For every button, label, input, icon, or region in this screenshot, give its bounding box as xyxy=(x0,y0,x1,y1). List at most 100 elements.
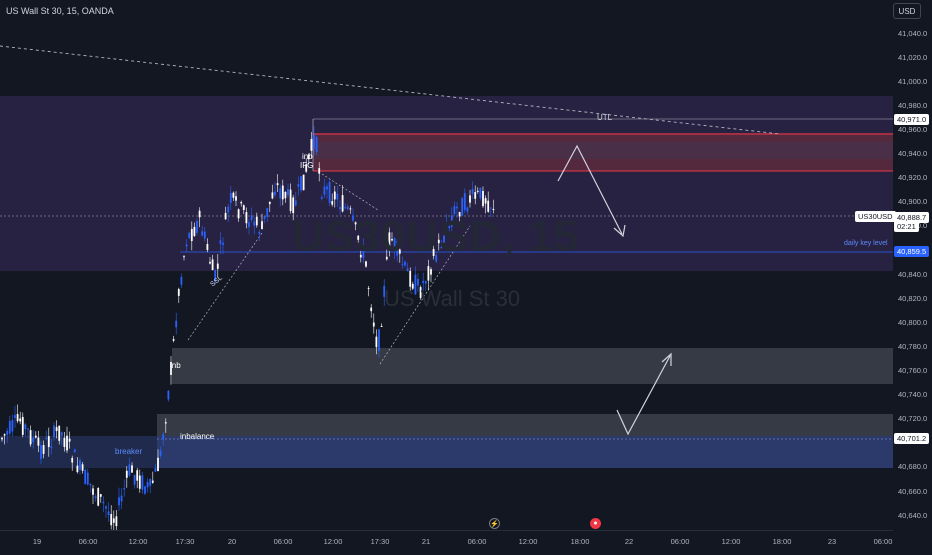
candle-body xyxy=(411,283,414,289)
candle-body xyxy=(92,488,94,495)
candle-body xyxy=(253,221,256,226)
candle-body xyxy=(232,192,235,198)
trendline-1 xyxy=(187,232,263,341)
price-tick-label: 40,680.0 xyxy=(898,462,928,472)
candle-body xyxy=(177,289,180,296)
price-tick-label: 40,960.0 xyxy=(898,125,928,134)
candle-body xyxy=(24,424,27,430)
candle-body xyxy=(175,320,178,328)
candle-body xyxy=(79,460,81,470)
time-tick-label: 23 xyxy=(827,537,837,546)
time-tick-label: 12:00 xyxy=(128,537,148,546)
price-tick-label: 40,820.0 xyxy=(898,293,928,303)
price-tick-label: 40,720.0 xyxy=(898,414,928,424)
price-tick-label: 40,940.0 xyxy=(898,149,928,159)
candle-body xyxy=(341,195,344,212)
candle-body xyxy=(287,188,289,196)
candle-body xyxy=(409,270,412,287)
candle-body xyxy=(89,483,92,486)
candle-body xyxy=(219,240,222,244)
lightning-event-icon[interactable]: ⚡ xyxy=(489,518,500,529)
bearish-arrow-head xyxy=(613,224,626,238)
candle-body xyxy=(45,438,48,440)
time-tick-label: 12:00 xyxy=(323,537,343,546)
inb-label-lower: inb xyxy=(170,361,181,370)
candle-body xyxy=(372,322,375,327)
candle-body xyxy=(151,480,154,483)
candle-body xyxy=(432,248,435,256)
time-tick-label: 18:00 xyxy=(570,537,590,546)
candle-body xyxy=(235,196,237,201)
candle-body xyxy=(362,247,365,259)
candle-body xyxy=(281,185,284,200)
candle-body xyxy=(110,514,113,526)
candle-body xyxy=(216,263,219,269)
time-tick-label: 20 xyxy=(227,537,237,546)
candle-body xyxy=(149,479,152,486)
candle-body xyxy=(476,190,479,192)
candle-body xyxy=(430,269,432,275)
premium-zone xyxy=(0,96,893,271)
candle-body xyxy=(55,427,58,432)
candle-body xyxy=(440,246,443,248)
utl-trendline xyxy=(0,45,781,135)
imbalance-zone xyxy=(157,436,893,468)
candle-body xyxy=(60,432,63,436)
candle-body xyxy=(489,207,492,209)
candle-body xyxy=(367,287,370,289)
candle-body xyxy=(336,193,339,200)
price-tick-label: 40,920.0 xyxy=(898,173,928,183)
candle-body xyxy=(237,209,240,219)
candle-body xyxy=(370,307,373,312)
candle-body xyxy=(131,465,133,473)
time-axis[interactable] xyxy=(0,530,893,551)
price-tag: 02:21 xyxy=(894,221,919,232)
candle-body xyxy=(323,186,326,195)
candle-body xyxy=(326,186,328,190)
candle-body xyxy=(328,181,331,203)
candle-body xyxy=(167,390,170,400)
candle-body xyxy=(123,488,126,490)
candle-body xyxy=(240,201,243,204)
candle-body xyxy=(435,255,438,262)
candle-body xyxy=(349,208,352,210)
candle-body xyxy=(138,475,141,489)
candle-body xyxy=(211,259,214,271)
candle-body xyxy=(105,506,107,509)
candle-body xyxy=(227,206,230,213)
candle-body xyxy=(27,428,29,430)
candle-body xyxy=(245,212,248,224)
candle-body xyxy=(141,475,144,490)
flag-event-icon[interactable]: ● xyxy=(590,518,601,529)
candle-body xyxy=(398,249,401,254)
daily-key-level-label: daily key level xyxy=(844,240,888,247)
candle-body xyxy=(300,176,302,191)
candle-body xyxy=(3,434,6,436)
candle-body xyxy=(47,436,50,448)
candle-body xyxy=(482,190,484,207)
price-tick-label: 40,760.0 xyxy=(898,366,928,375)
candle-body xyxy=(271,192,274,199)
candle-body xyxy=(318,168,321,174)
candle-body xyxy=(107,511,110,516)
candle-body xyxy=(128,464,131,476)
candle-body xyxy=(14,415,16,418)
grey-demand-zone xyxy=(172,348,893,384)
currency-button[interactable]: USD xyxy=(893,3,921,19)
candle-body xyxy=(357,235,360,240)
candle-body xyxy=(34,435,37,438)
candle-body xyxy=(352,215,354,221)
symbol-title[interactable]: US Wall St 30, 15, OANDA xyxy=(6,6,114,16)
candle-body xyxy=(248,222,250,228)
candle-body xyxy=(445,222,448,232)
price-tick-label: 40,980.0 xyxy=(898,100,928,110)
candle-body xyxy=(73,449,76,453)
candle-body xyxy=(40,445,42,460)
candle-body xyxy=(81,464,84,471)
price-tag: 40,859.5 xyxy=(894,246,930,257)
trendline-2 xyxy=(321,173,379,211)
grey-zone-lower xyxy=(157,414,893,436)
candle-body xyxy=(424,281,427,284)
